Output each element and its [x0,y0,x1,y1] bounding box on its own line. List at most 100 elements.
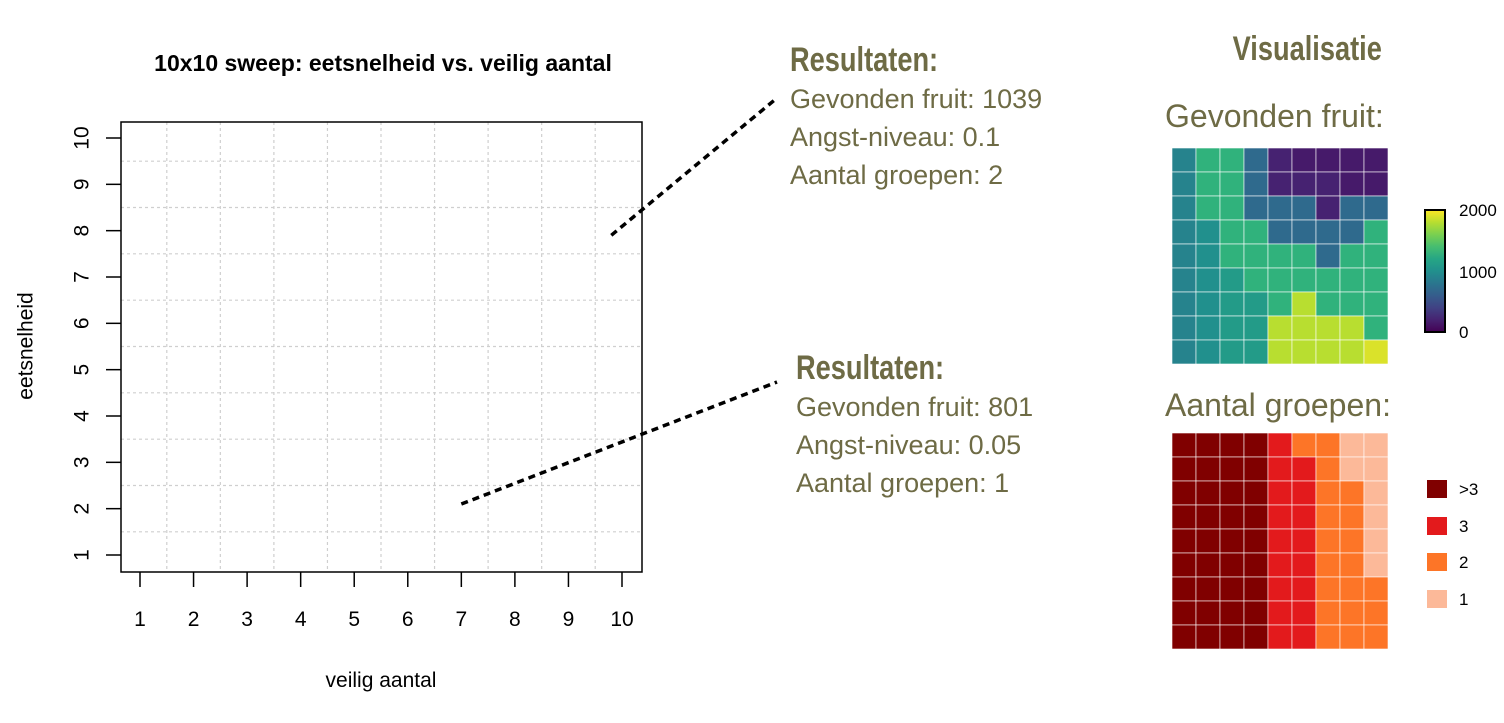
heatmap-cell [1339,528,1365,554]
heatmap-cell [1339,315,1365,341]
heatmap-cell [1267,195,1293,221]
results-heading: Resultaten: [796,349,945,387]
heatmap-cell [1291,528,1317,554]
heatmap-cell [1219,480,1245,506]
heatmap-cell [1219,600,1245,626]
heatmap-cell [1315,432,1341,458]
heatmap-cell [1219,432,1245,458]
heatmap-cell [1339,267,1365,293]
legend-swatch [1427,553,1447,571]
heatmap-cell [1291,315,1317,341]
y-axis-label: eetsnelheid [15,292,38,399]
heatmap-cell [1291,219,1317,245]
heatmap-cell [1291,339,1317,365]
heatmap-cell [1243,576,1269,602]
heatmap-cell [1339,456,1365,482]
heatmap-cell [1339,576,1365,602]
colorbar-tick-label: 0 [1459,323,1468,342]
heatmap-cell [1267,291,1293,317]
heatmap-cell [1195,432,1221,458]
x-tick-label: 1 [134,608,146,631]
heatmap-cell [1291,552,1317,578]
heatmap-cell [1267,624,1293,650]
heatmap-cell [1195,576,1221,602]
heatmap-cell [1291,171,1317,197]
heatmap-cell [1171,600,1197,626]
heatmap-cell [1243,171,1269,197]
heatmap-cell [1291,291,1317,317]
heatmap-cell [1363,576,1389,602]
heatmap-cell [1171,576,1197,602]
heatmap-cell [1195,195,1221,221]
heatmap-cell [1363,267,1389,293]
y-tick-label: 8 [71,225,94,237]
heatmap-cell [1243,552,1269,578]
heatmap-cell [1171,147,1197,173]
legend-label: 1 [1459,590,1468,609]
heatmap-cell [1171,339,1197,365]
heatmap-cell [1195,528,1221,554]
heatmap-cell [1339,480,1365,506]
x-tick-label: 6 [402,608,414,631]
heatmap-cell [1171,219,1197,245]
heatmap-cell [1267,339,1293,365]
heatmap-cell [1291,432,1317,458]
colorbar-tick-label: 2000 [1459,201,1497,220]
heatmap-cell [1363,291,1389,317]
heatmap-cell [1171,171,1197,197]
heatmap-cell [1291,456,1317,482]
heatmap-cell [1243,315,1269,341]
x-tick-label: 3 [241,608,253,631]
heatmap-cell [1315,576,1341,602]
heatmap-cell [1267,552,1293,578]
heatmap-cell [1195,219,1221,245]
heatmap-cell [1315,243,1341,269]
heatmap-cell [1243,432,1269,458]
y-tick-label: 10 [71,126,94,149]
heatmap-cell [1339,195,1365,221]
heatmap-cell [1339,147,1365,173]
heatmap-cell [1171,456,1197,482]
heatmap-cell [1195,504,1221,530]
heatmap-cell [1195,480,1221,506]
heatmap-cell [1315,552,1341,578]
results-box-bottom: Resultaten: Gevonden fruit: 801 Angst-ni… [796,348,1033,502]
plot-frame [120,121,643,573]
heatmap-cell [1315,147,1341,173]
heatmap-cell [1219,291,1245,317]
x-tick-label: 7 [455,608,467,631]
legend-swatch [1427,480,1447,498]
heatmap-cell [1219,243,1245,269]
heatmap-cell [1195,339,1221,365]
heatmap-cell [1195,624,1221,650]
heatmap-cell [1363,456,1389,482]
results-fruit: Gevonden fruit: 801 [796,392,1034,422]
heatmap-cell [1171,432,1197,458]
y-tick-label: 2 [71,503,94,515]
heatmap-cell [1171,528,1197,554]
heatmap-cell [1219,576,1245,602]
heatmap-cell [1171,315,1197,341]
results-groups: Aantal groepen: 2 [790,160,1004,190]
y-tick-label: 5 [71,364,94,376]
heatmap-cell [1219,624,1245,650]
heatmap-cell [1363,171,1389,197]
fruit-heatmap-title: Gevonden fruit: [1165,98,1384,134]
heatmap-cell [1315,171,1341,197]
heatmap-cell [1267,147,1293,173]
heatmap-cell [1219,267,1245,293]
results-box-top: Resultaten: Gevonden fruit: 1039 Angst-n… [790,40,1042,194]
heatmap-cell [1243,528,1269,554]
heatmap-cell [1315,504,1341,530]
heatmap-cell [1219,528,1245,554]
heatmap-cell [1315,480,1341,506]
heatmap-cell [1243,195,1269,221]
heatmap-cell [1171,243,1197,269]
x-axis-label: veilig aantal [326,669,437,692]
heatmap-cell [1243,480,1269,506]
heatmap-cell [1291,243,1317,269]
sweep-plot: 10x10 sweep: eetsnelheid vs. veilig aant… [15,50,779,692]
groups-heatmap: >3 3 2 1 [1171,432,1478,650]
heatmap-cell [1363,624,1389,650]
